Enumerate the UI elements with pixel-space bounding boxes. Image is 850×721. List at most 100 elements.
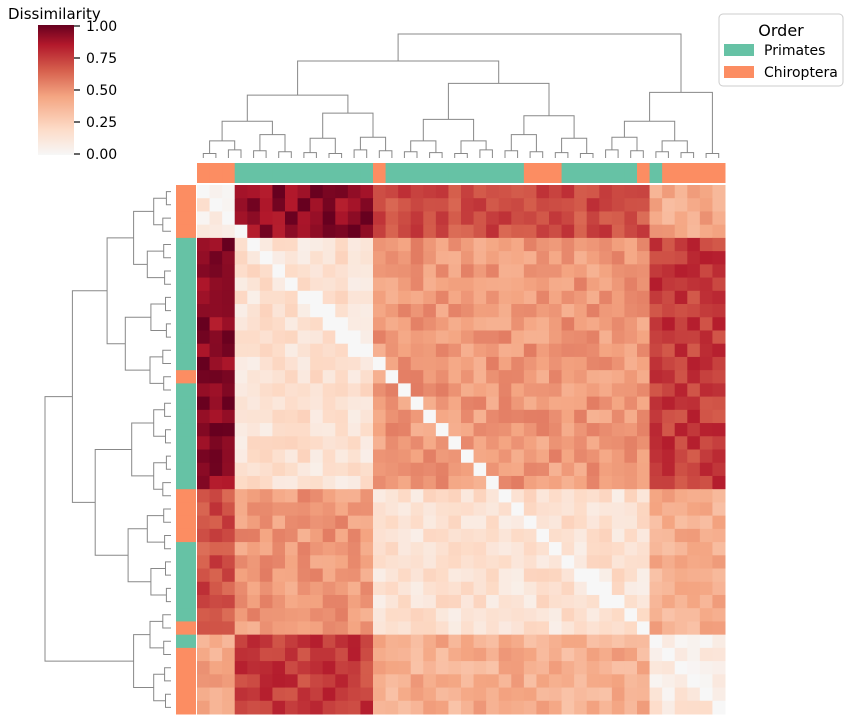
heatmap-cell bbox=[549, 396, 563, 411]
heatmap-cell bbox=[222, 528, 236, 543]
heatmap-cell bbox=[222, 436, 236, 450]
heatmap-cell bbox=[297, 568, 311, 583]
heatmap-cell bbox=[272, 661, 286, 675]
heatmap-cell bbox=[649, 383, 663, 398]
heatmap-cell bbox=[649, 661, 663, 675]
heatmap-cell bbox=[222, 343, 236, 358]
heatmap-cell bbox=[222, 370, 236, 384]
heatmap-cell bbox=[222, 211, 236, 226]
heatmap-cell bbox=[674, 542, 688, 556]
heatmap-cell bbox=[586, 356, 600, 371]
heatmap-cell bbox=[322, 502, 336, 517]
heatmap-cell bbox=[611, 687, 625, 702]
heatmap-cell bbox=[561, 515, 575, 530]
heatmap-cell bbox=[473, 489, 487, 503]
heatmap-cell bbox=[398, 330, 412, 345]
heatmap-cell bbox=[549, 237, 563, 252]
heatmap-cell bbox=[423, 634, 437, 649]
heatmap-cell bbox=[674, 700, 688, 715]
colorbar-tick-label: 0.50 bbox=[86, 83, 117, 99]
heatmap-cell bbox=[222, 449, 236, 464]
heatmap-cell bbox=[234, 436, 248, 450]
heatmap-cell bbox=[310, 290, 324, 305]
heatmap-cell bbox=[637, 251, 651, 265]
heatmap-cell bbox=[272, 409, 286, 424]
heatmap-cell bbox=[624, 370, 638, 384]
dendrogram-link bbox=[227, 149, 242, 158]
heatmap-cell bbox=[222, 700, 236, 715]
heatmap-cell bbox=[234, 542, 248, 556]
column-annotation-cell bbox=[209, 163, 223, 183]
heatmap-cell bbox=[234, 555, 248, 570]
heatmap-cell bbox=[498, 542, 512, 556]
row-annotation-cell bbox=[176, 423, 196, 437]
heatmap-cell bbox=[423, 370, 437, 384]
heatmap-cell bbox=[561, 674, 575, 689]
heatmap-cell bbox=[373, 489, 387, 503]
heatmap-cell bbox=[234, 304, 248, 318]
column-annotation-cell bbox=[410, 163, 424, 183]
row-annotation-cell bbox=[176, 224, 196, 239]
heatmap-cell bbox=[297, 475, 311, 490]
heatmap-cell bbox=[486, 568, 500, 583]
heatmap-cell bbox=[247, 409, 261, 424]
heatmap-cell bbox=[561, 528, 575, 543]
heatmap-cell bbox=[662, 330, 676, 345]
heatmap-cell bbox=[561, 251, 575, 265]
heatmap-cell bbox=[209, 581, 223, 596]
heatmap-cell bbox=[272, 317, 286, 331]
heatmap-cell bbox=[259, 423, 273, 437]
heatmap-cell bbox=[272, 224, 286, 239]
heatmap-cell bbox=[674, 528, 688, 543]
heatmap-cell bbox=[486, 370, 500, 384]
heatmap-cell bbox=[398, 237, 412, 252]
column-annotation-cell bbox=[549, 163, 563, 183]
heatmap-cell bbox=[335, 423, 349, 437]
heatmap-cell bbox=[360, 409, 374, 424]
heatmap-cell bbox=[637, 634, 651, 649]
heatmap-cell bbox=[461, 304, 475, 318]
heatmap-cell bbox=[259, 647, 273, 662]
heatmap-cell bbox=[549, 277, 563, 292]
heatmap-cell bbox=[423, 317, 437, 331]
heatmap-cell bbox=[398, 264, 412, 279]
heatmap-cell bbox=[687, 383, 701, 398]
column-annotation-cell bbox=[310, 163, 324, 183]
heatmap-cell bbox=[448, 502, 462, 517]
heatmap-cell bbox=[259, 409, 273, 424]
heatmap-cell bbox=[599, 264, 613, 279]
heatmap-cell bbox=[574, 489, 588, 503]
heatmap-cell bbox=[385, 687, 399, 702]
heatmap-cell bbox=[373, 264, 387, 279]
heatmap-cell bbox=[511, 251, 525, 265]
row-annotation-cell bbox=[176, 449, 196, 464]
heatmap-cell bbox=[347, 647, 361, 662]
heatmap-cell bbox=[373, 343, 387, 358]
heatmap-cell bbox=[712, 370, 726, 384]
heatmap-cell bbox=[285, 489, 299, 503]
heatmap-cell bbox=[335, 634, 349, 649]
heatmap-cell bbox=[611, 396, 625, 411]
heatmap-cell bbox=[259, 185, 273, 199]
heatmap-cell bbox=[197, 475, 211, 490]
dendrogram-link bbox=[133, 210, 154, 265]
heatmap-cell bbox=[247, 290, 261, 305]
heatmap-cell bbox=[674, 687, 688, 702]
heatmap-cell bbox=[385, 674, 399, 689]
heatmap-cell bbox=[410, 555, 424, 570]
heatmap-cell bbox=[247, 343, 261, 358]
heatmap-cell bbox=[285, 277, 299, 292]
heatmap-cell bbox=[498, 304, 512, 318]
heatmap-cell bbox=[699, 555, 713, 570]
heatmap-cell bbox=[435, 436, 449, 450]
heatmap-cell bbox=[259, 462, 273, 477]
heatmap-cell bbox=[197, 687, 211, 702]
heatmap-cell bbox=[699, 396, 713, 411]
heatmap-cell bbox=[209, 594, 223, 609]
heatmap-cell bbox=[435, 304, 449, 318]
heatmap-cell bbox=[511, 264, 525, 279]
heatmap-cell bbox=[373, 330, 387, 345]
heatmap-cell bbox=[373, 594, 387, 609]
heatmap-cell bbox=[448, 608, 462, 622]
heatmap-cell bbox=[473, 621, 487, 636]
